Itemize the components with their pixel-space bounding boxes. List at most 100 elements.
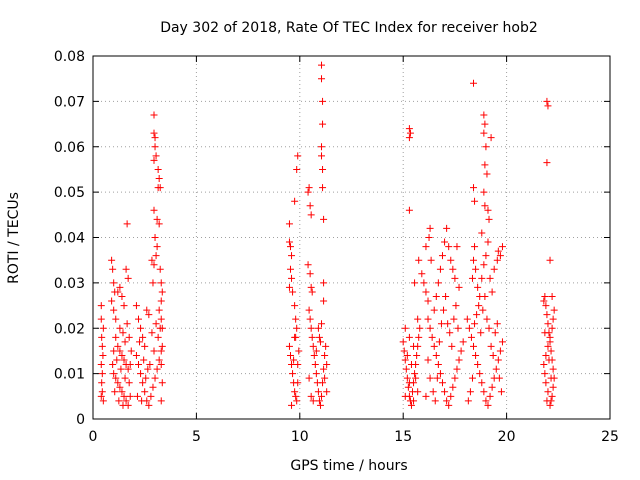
data-point [410, 342, 418, 350]
data-point [485, 215, 493, 223]
data-point [474, 361, 482, 369]
data-point [470, 79, 478, 87]
data-point [146, 361, 154, 369]
data-point [306, 315, 314, 323]
data-point [307, 211, 315, 219]
data-point [464, 397, 472, 405]
data-point [117, 365, 125, 373]
data-point [126, 392, 134, 400]
data-point [293, 397, 301, 405]
data-point [318, 61, 326, 69]
data-point [308, 333, 316, 341]
data-point [486, 392, 494, 400]
data-point [443, 224, 451, 232]
data-point [443, 397, 451, 405]
y-tick-label: 0.01 [54, 367, 85, 383]
data-point [318, 75, 326, 83]
y-tick-label: 0 [76, 412, 85, 428]
data-point [495, 374, 503, 382]
data-point [480, 188, 488, 196]
data-point [470, 342, 478, 350]
data-point [480, 129, 488, 137]
data-point [549, 383, 557, 391]
data-point [158, 324, 166, 332]
data-point [472, 351, 480, 359]
data-point [548, 324, 556, 332]
data-point [428, 333, 436, 341]
data-point [139, 333, 147, 341]
data-point [118, 292, 126, 300]
data-point [147, 392, 155, 400]
data-point [290, 356, 298, 364]
data-point [132, 302, 140, 310]
data-point [455, 283, 463, 291]
data-point [488, 383, 496, 391]
data-point [479, 306, 487, 314]
data-point [496, 252, 504, 260]
data-point [150, 206, 158, 214]
data-point [309, 397, 317, 405]
data-point [497, 388, 505, 396]
data-point [319, 379, 327, 387]
data-point [544, 102, 552, 110]
data-point [158, 288, 166, 296]
data-point [286, 351, 294, 359]
data-point [99, 397, 107, 405]
data-point [154, 333, 162, 341]
data-point [110, 279, 118, 287]
data-point [550, 306, 558, 314]
data-point [468, 374, 476, 382]
data-point [425, 234, 433, 241]
data-point [150, 261, 158, 269]
data-point [494, 356, 502, 364]
data-point [429, 388, 437, 396]
data-point [289, 288, 297, 296]
data-point [318, 143, 326, 151]
data-point [437, 320, 445, 328]
data-point [151, 143, 159, 151]
data-points [97, 61, 558, 409]
data-point [116, 283, 124, 291]
x-tick-label: 10 [291, 429, 309, 445]
data-point [153, 243, 161, 251]
data-point [405, 333, 413, 341]
data-point [474, 283, 482, 291]
data-point [544, 320, 552, 328]
data-point [108, 297, 116, 305]
data-point [119, 401, 127, 409]
data-point [126, 361, 134, 369]
data-point [122, 397, 130, 405]
data-point [145, 401, 153, 409]
data-point [445, 243, 453, 251]
data-point [485, 324, 493, 332]
data-point [110, 370, 118, 378]
data-point [294, 152, 302, 160]
data-point [294, 379, 302, 387]
data-point [112, 374, 120, 382]
data-point [467, 333, 475, 341]
data-point [414, 315, 422, 323]
data-point [549, 315, 557, 323]
data-point [151, 374, 159, 382]
data-point [288, 252, 296, 260]
data-point [291, 302, 299, 310]
data-point [109, 361, 117, 369]
data-point [548, 292, 556, 300]
data-point [108, 256, 116, 264]
data-point [483, 315, 491, 323]
data-point [546, 401, 554, 409]
data-point [141, 342, 149, 350]
data-point [307, 392, 315, 400]
data-point [110, 306, 118, 314]
data-point [116, 383, 124, 391]
data-point [484, 401, 492, 409]
data-point [319, 165, 327, 173]
data-point [133, 392, 141, 400]
data-point [484, 238, 492, 246]
data-point [433, 374, 441, 382]
data-point [541, 329, 549, 337]
data-point [544, 388, 552, 396]
y-tick-label: 0.08 [54, 49, 85, 65]
data-point [114, 379, 122, 387]
data-point [482, 252, 490, 260]
